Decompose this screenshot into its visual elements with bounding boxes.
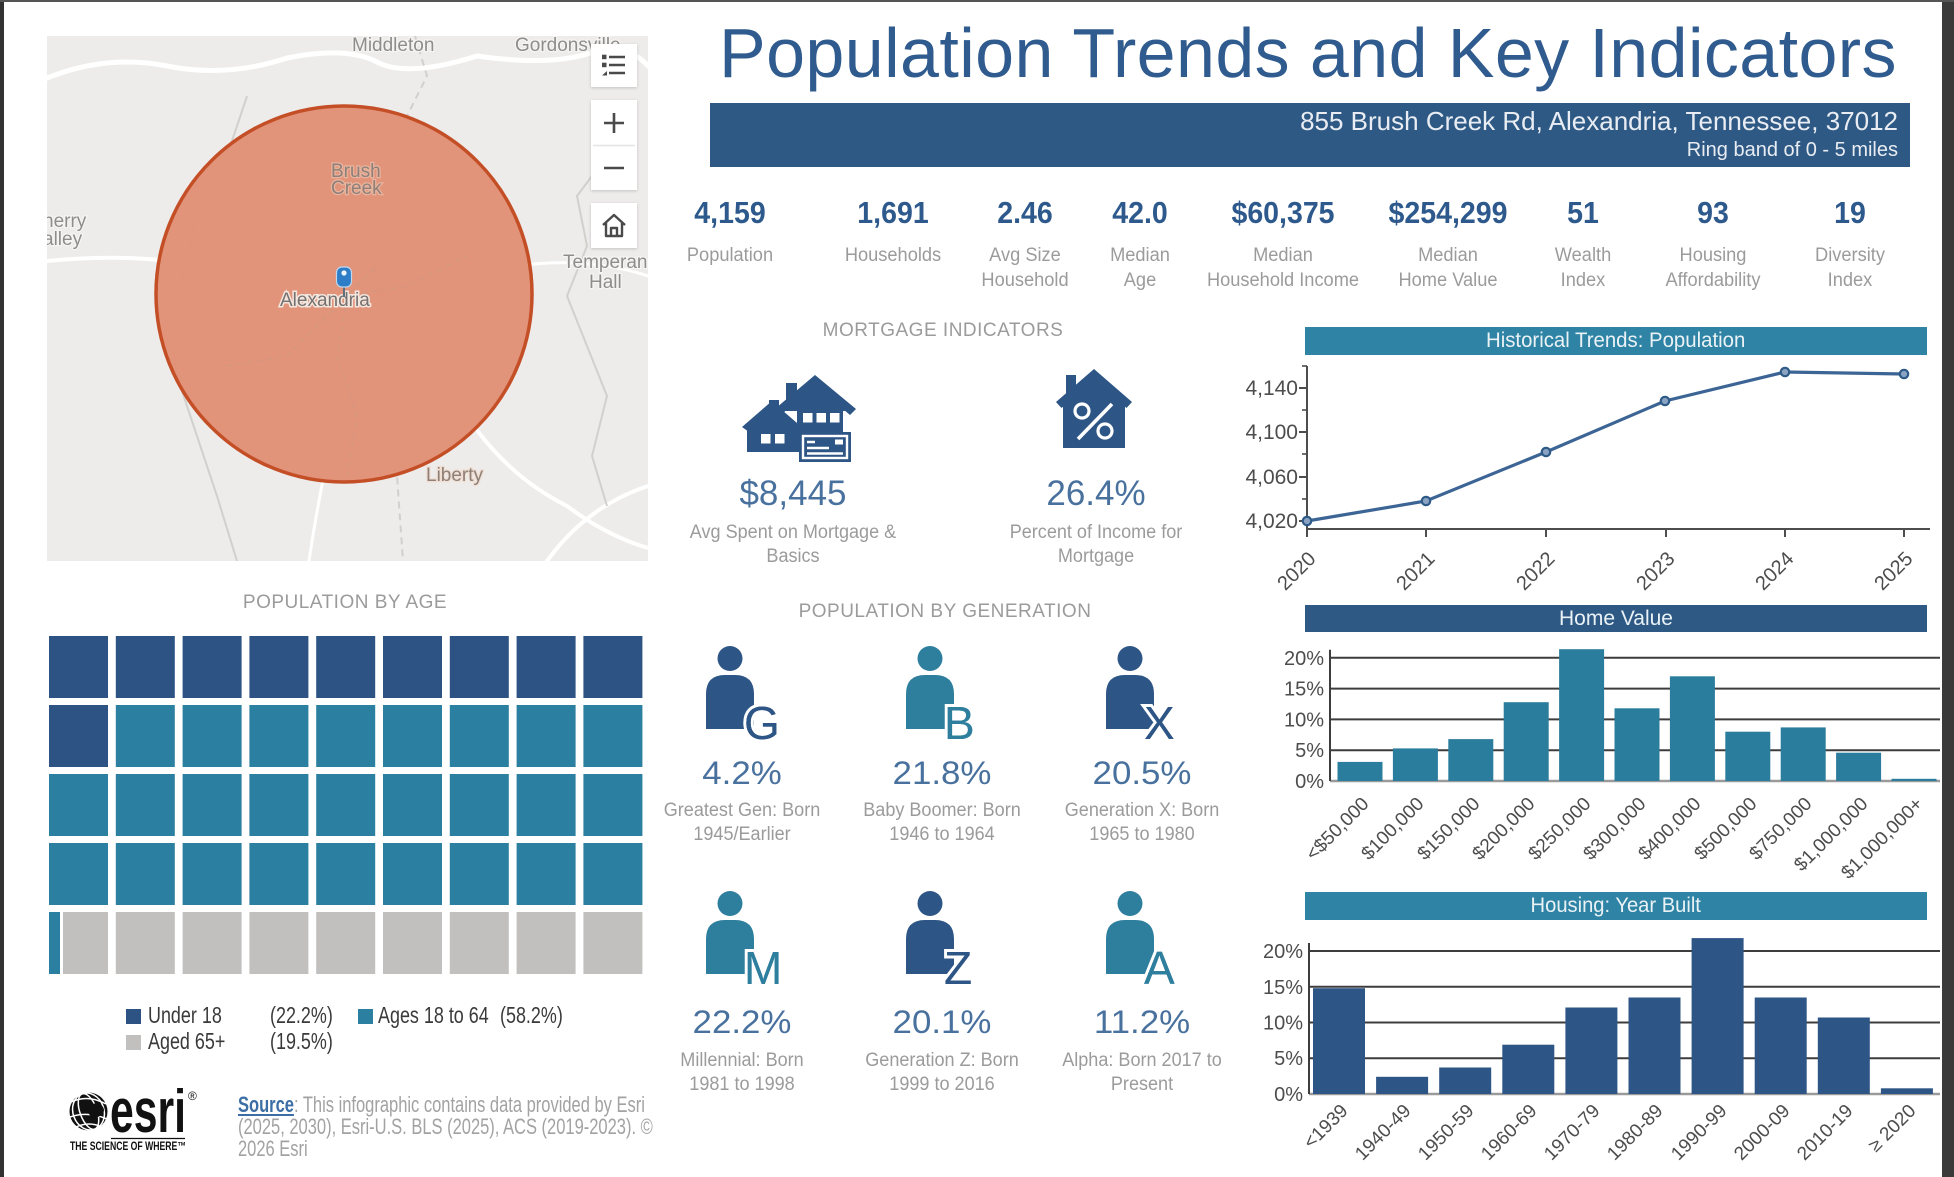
svg-text:Z: Z — [944, 942, 972, 990]
svg-text:2024: 2024 — [1751, 548, 1798, 595]
svg-text:20%: 20% — [1284, 648, 1324, 670]
svg-text:5%: 5% — [1274, 1048, 1303, 1070]
svg-text:alley: alley — [47, 229, 83, 250]
svg-text:4,060: 4,060 — [1245, 466, 1298, 489]
svg-text:Middleton: Middleton — [352, 36, 434, 56]
svg-text:10%: 10% — [1263, 1013, 1303, 1035]
svg-text:≥ 2020: ≥ 2020 — [1865, 1101, 1921, 1157]
svg-text:B: B — [944, 697, 975, 745]
svg-text:B: B — [944, 697, 975, 745]
svg-text:15%: 15% — [1263, 977, 1303, 999]
svg-text:5%: 5% — [1295, 740, 1324, 762]
svg-text:2022: 2022 — [1512, 548, 1559, 595]
svg-text:<1939: <1939 — [1300, 1101, 1353, 1154]
svg-text:®: ® — [188, 1089, 197, 1103]
svg-text:15%: 15% — [1284, 679, 1324, 701]
svg-text:2021: 2021 — [1392, 548, 1439, 595]
svg-text:1970-79: 1970-79 — [1540, 1101, 1604, 1165]
svg-text:Liberty: Liberty — [426, 465, 484, 486]
svg-text:Hall: Hall — [589, 272, 622, 293]
svg-text:1990-99: 1990-99 — [1667, 1101, 1731, 1165]
svg-text:A: A — [1144, 942, 1175, 990]
svg-text:Creek: Creek — [331, 178, 382, 199]
svg-text:Temperanc: Temperanc — [563, 252, 648, 273]
svg-text:G: G — [744, 697, 780, 745]
svg-text:1980-89: 1980-89 — [1603, 1101, 1667, 1165]
svg-text:0%: 0% — [1274, 1084, 1303, 1106]
svg-text:A: A — [1144, 942, 1175, 990]
svg-text:X: X — [1144, 697, 1175, 745]
svg-text:2000-09: 2000-09 — [1730, 1101, 1794, 1165]
svg-text:4,100: 4,100 — [1245, 421, 1298, 444]
svg-text:Brush: Brush — [331, 161, 381, 182]
svg-text:2010-19: 2010-19 — [1793, 1101, 1857, 1165]
svg-text:Alexandria: Alexandria — [280, 290, 370, 311]
svg-text:10%: 10% — [1284, 709, 1324, 731]
svg-text:M: M — [744, 942, 782, 990]
svg-text:4,020: 4,020 — [1245, 510, 1298, 533]
svg-text:2023: 2023 — [1632, 548, 1679, 595]
svg-text:1950-59: 1950-59 — [1414, 1101, 1478, 1165]
svg-text:esri: esri — [110, 1088, 186, 1146]
svg-text:4,140: 4,140 — [1245, 377, 1298, 400]
svg-text:2020: 2020 — [1273, 548, 1320, 595]
svg-text:1940-49: 1940-49 — [1351, 1101, 1415, 1165]
svg-text:2025: 2025 — [1870, 548, 1917, 595]
svg-text:Z: Z — [944, 942, 972, 990]
svg-text:THE SCIENCE OF WHERE™: THE SCIENCE OF WHERE™ — [70, 1141, 186, 1153]
svg-text:herry: herry — [47, 211, 87, 232]
svg-text:1960-69: 1960-69 — [1477, 1101, 1541, 1165]
svg-text:0%: 0% — [1295, 771, 1324, 793]
svg-text:X: X — [1144, 697, 1175, 745]
svg-text:G: G — [744, 697, 780, 745]
svg-text:20%: 20% — [1263, 941, 1303, 963]
svg-text:M: M — [744, 942, 782, 990]
